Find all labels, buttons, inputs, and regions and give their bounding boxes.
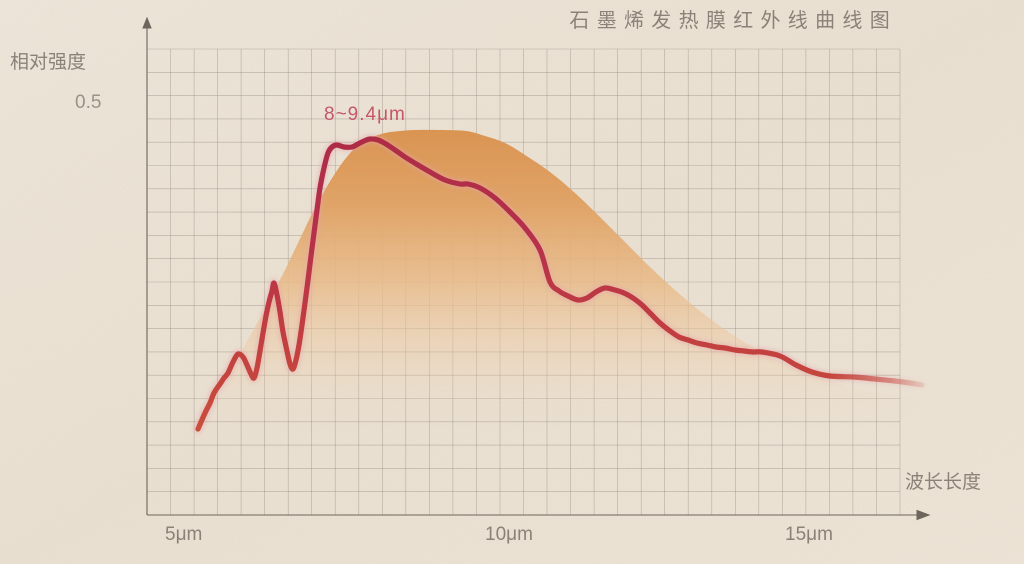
svg-text:石墨烯发热膜红外线曲线图: 石墨烯发热膜红外线曲线图 xyxy=(569,9,897,32)
svg-text:波长长度: 波长长度 xyxy=(905,471,981,493)
svg-text:5μm: 5μm xyxy=(165,524,202,545)
svg-text:0.5: 0.5 xyxy=(75,92,101,113)
svg-text:8~9.4μm: 8~9.4μm xyxy=(324,104,406,125)
svg-text:15μm: 15μm xyxy=(785,524,833,545)
svg-text:10μm: 10μm xyxy=(485,524,533,545)
svg-text:相对强度: 相对强度 xyxy=(10,51,86,73)
